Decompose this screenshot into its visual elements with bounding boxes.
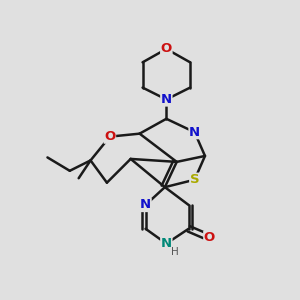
Text: O: O: [104, 130, 116, 143]
Text: H: H: [171, 247, 179, 257]
Text: O: O: [161, 42, 172, 56]
Text: N: N: [189, 126, 200, 139]
Text: N: N: [161, 237, 172, 250]
Text: O: O: [204, 231, 215, 244]
Text: S: S: [190, 173, 200, 186]
Text: N: N: [140, 199, 151, 212]
Text: N: N: [161, 93, 172, 106]
